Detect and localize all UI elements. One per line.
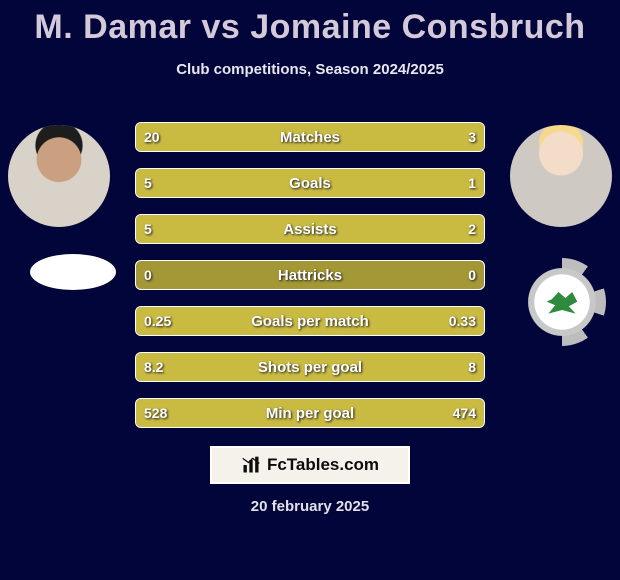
bar-chart-icon xyxy=(241,455,261,475)
stat-bars: 203Matches 51Goals 52Assists 00Hattricks 0.2… xyxy=(135,122,485,444)
date-text: 20 february 2025 xyxy=(0,498,620,515)
stat-label: Shots per goal xyxy=(136,353,484,381)
stat-row: 52Assists xyxy=(135,214,485,244)
comparison-title: M. Damar vs Jomaine Consbruch xyxy=(0,0,620,47)
vs-text: vs xyxy=(201,8,240,46)
stat-label: Min per goal xyxy=(136,399,484,427)
subtitle: Club competitions, Season 2024/2025 xyxy=(0,61,620,78)
stat-row: 0.250.33Goals per match xyxy=(135,306,485,336)
stat-row: 203Matches xyxy=(135,122,485,152)
brand-text: FcTables.com xyxy=(267,455,379,475)
stat-label: Assists xyxy=(136,215,484,243)
stat-label: Goals xyxy=(136,169,484,197)
brand-box: FcTables.com xyxy=(210,446,410,484)
club1-badge xyxy=(30,254,116,290)
stat-label: Goals per match xyxy=(136,307,484,335)
stat-row: 8.28Shots per goal xyxy=(135,352,485,382)
stat-row: 51Goals xyxy=(135,168,485,198)
stat-label: Hattricks xyxy=(136,261,484,289)
club2-badge xyxy=(518,258,606,346)
stat-row: 528474Min per goal xyxy=(135,398,485,428)
player2-avatar xyxy=(510,125,612,227)
player2-name: Jomaine Consbruch xyxy=(250,8,585,46)
stat-row: 00Hattricks xyxy=(135,260,485,290)
stat-label: Matches xyxy=(136,123,484,151)
player1-avatar xyxy=(8,125,110,227)
player1-name: M. Damar xyxy=(34,8,191,46)
